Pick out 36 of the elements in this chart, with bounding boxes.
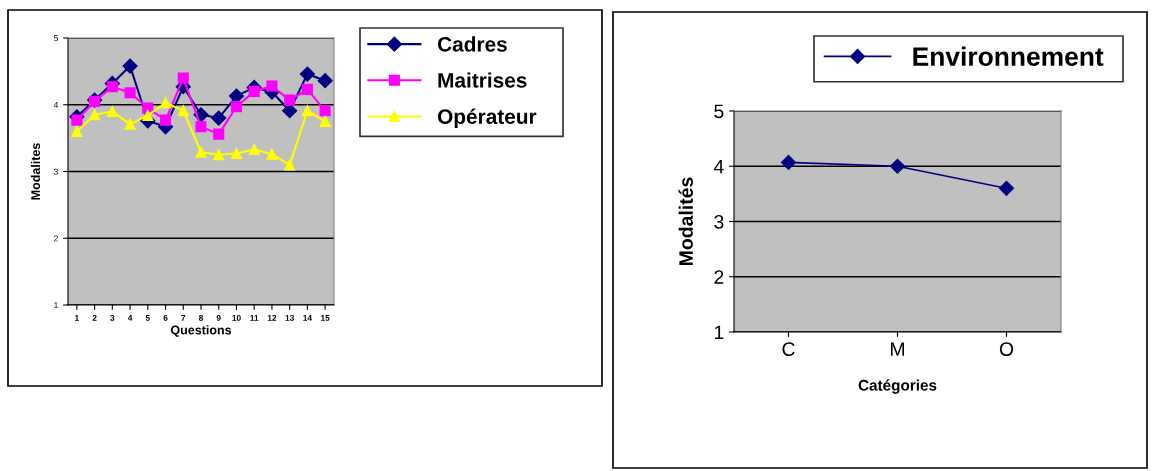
x-tick-label: O <box>999 342 1014 356</box>
x-tick-label: C <box>782 342 795 356</box>
x-tick-label: 2 <box>92 314 97 321</box>
y-tick-label: 1 <box>54 302 58 309</box>
legend-label: Opérateur <box>437 108 537 129</box>
x-axis-title: Questions <box>170 325 232 337</box>
x-tick-label: 7 <box>181 315 186 321</box>
y-axis-title: Modalites <box>30 143 41 200</box>
x-tick-label: M <box>891 342 904 356</box>
y-tick-label: 3 <box>714 214 724 229</box>
y-tick-label: 4 <box>713 159 724 174</box>
x-tick-label: 11 <box>250 315 259 321</box>
x-tick-label: 12 <box>267 314 277 321</box>
x-tick-label: 14 <box>303 315 312 321</box>
y-axis-title: Modalités <box>678 177 693 266</box>
y-tick-label: 2 <box>714 270 724 284</box>
legend-label: Environnement <box>913 46 1104 66</box>
y-tick-label: 2 <box>54 235 58 242</box>
x-tick-label: 9 <box>216 314 221 321</box>
y-tick-label: 5 <box>53 35 58 42</box>
legend-label: Cadres <box>437 36 507 52</box>
x-tick-label: 15 <box>321 315 330 321</box>
y-tick-label: 3 <box>53 168 58 175</box>
x-axis-title: Catégories <box>858 379 937 394</box>
x-tick-label: 6 <box>163 314 168 321</box>
x-tick-label: 1 <box>75 315 79 321</box>
x-tick-label: 4 <box>127 315 133 321</box>
x-tick-label: 10 <box>232 314 241 321</box>
legend-label: Maitrises <box>438 72 527 88</box>
y-tick-label: 1 <box>714 325 724 340</box>
x-tick-label: 3 <box>110 314 115 321</box>
y-tick-label: 5 <box>714 104 724 119</box>
y-tick-label: 4 <box>53 102 59 108</box>
x-tick-label: 5 <box>145 315 150 321</box>
x-tick-label: 8 <box>198 314 204 321</box>
x-tick-label: 13 <box>285 314 294 321</box>
